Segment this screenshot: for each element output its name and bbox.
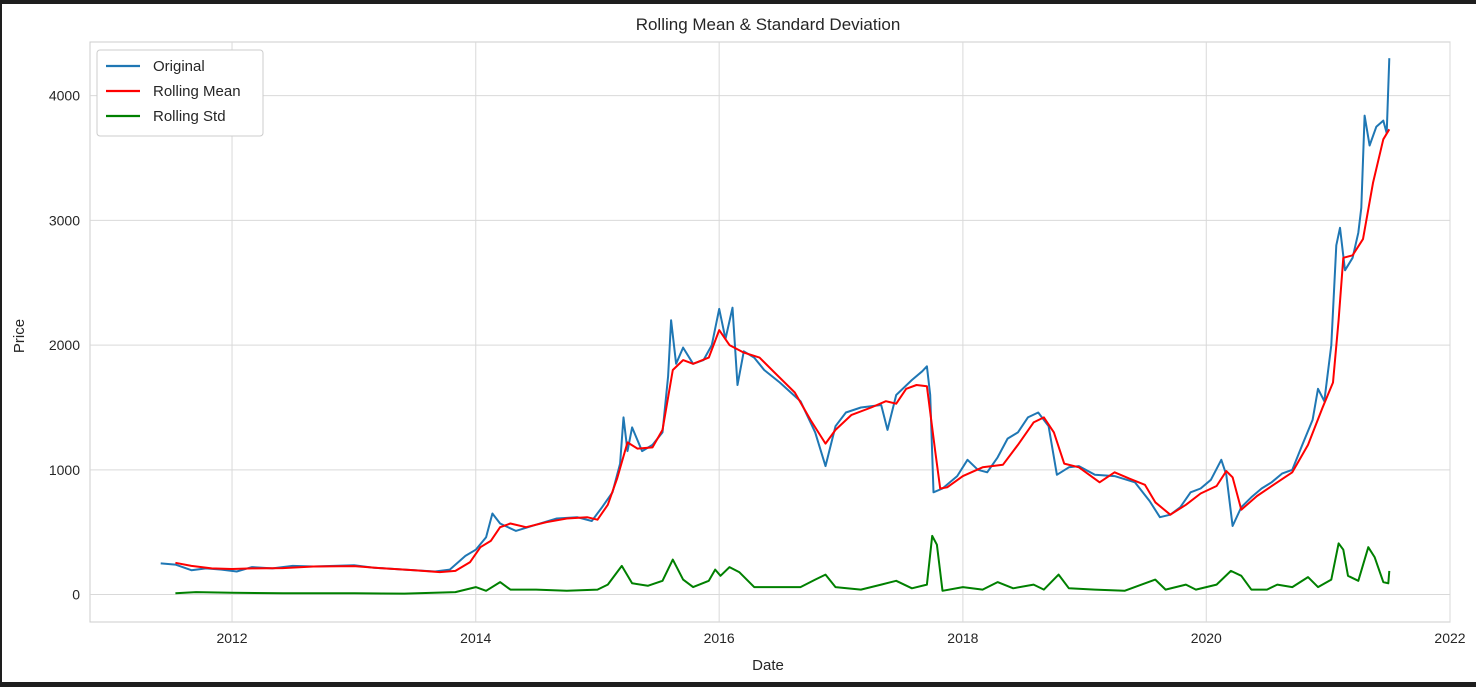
y-tick-label: 2000	[49, 337, 80, 353]
y-axis-ticks: 0 1000 2000 3000 4000	[49, 88, 80, 603]
legend-label-rolling-mean: Rolling Mean	[153, 83, 241, 100]
x-tick-label: 2020	[1191, 630, 1222, 646]
series-line-rolling-mean	[175, 128, 1391, 574]
line-chart: 2012 2014 2016 2018 2020 2022 0 1000 2000 3000 40…	[11, 15, 1466, 674]
grid	[90, 42, 1451, 622]
series-line-original	[160, 58, 1391, 573]
series-line-rolling-std	[175, 534, 1391, 595]
y-tick-label: 0	[72, 587, 80, 603]
series-layer	[160, 58, 1391, 595]
x-tick-label: 2012	[216, 630, 247, 646]
x-axis-ticks: 2012 2014 2016 2018 2020 2022	[216, 630, 1465, 646]
chart-title: Rolling Mean & Standard Deviation	[636, 15, 901, 34]
y-tick-label: 4000	[49, 88, 80, 104]
legend-label-rolling-std: Rolling Std	[153, 108, 226, 125]
legend-label-original: Original	[153, 58, 205, 75]
x-tick-label: 2022	[1434, 630, 1465, 646]
x-tick-label: 2014	[460, 630, 491, 646]
figure: 2012 2014 2016 2018 2020 2022 0 1000 2000 3000 40…	[2, 4, 1476, 682]
x-axis-label: Date	[752, 657, 784, 674]
plot-area	[89, 41, 1451, 623]
y-tick-label: 1000	[49, 462, 80, 478]
y-axis-label: Price	[11, 319, 28, 353]
y-tick-label: 3000	[49, 212, 80, 228]
x-tick-label: 2018	[947, 630, 978, 646]
legend-box	[96, 49, 264, 137]
legend: Original Rolling Mean Rolling Std	[96, 49, 264, 137]
x-tick-label: 2016	[704, 630, 735, 646]
